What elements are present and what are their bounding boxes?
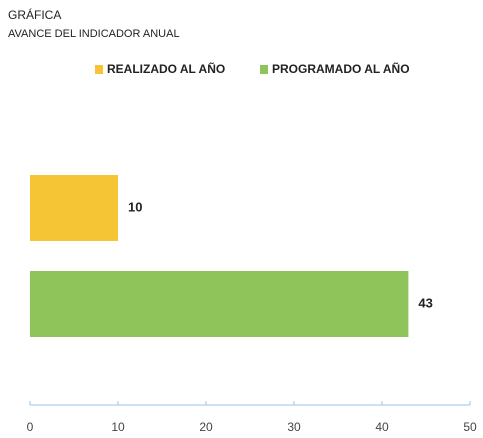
x-tick-label: 10 [111,420,125,434]
x-tick-label: 30 [287,420,301,434]
legend-label: REALIZADO AL AÑO [107,61,225,76]
x-tick-label: 50 [463,420,477,434]
legend-swatch [95,65,103,74]
chart-subtitle: AVANCE DEL INDICADOR ANUAL [8,28,180,40]
bar [30,175,118,241]
bar [30,271,409,337]
x-tick-label: 20 [199,420,213,434]
value-label: 10 [128,199,142,214]
value-label: 43 [418,295,432,310]
x-tick-label: 0 [27,420,34,434]
chart-title: GRÁFICA [8,7,61,22]
x-tick-label: 40 [375,420,389,434]
legend-label: PROGRAMADO AL AÑO [272,61,410,76]
legend-swatch [260,65,268,74]
